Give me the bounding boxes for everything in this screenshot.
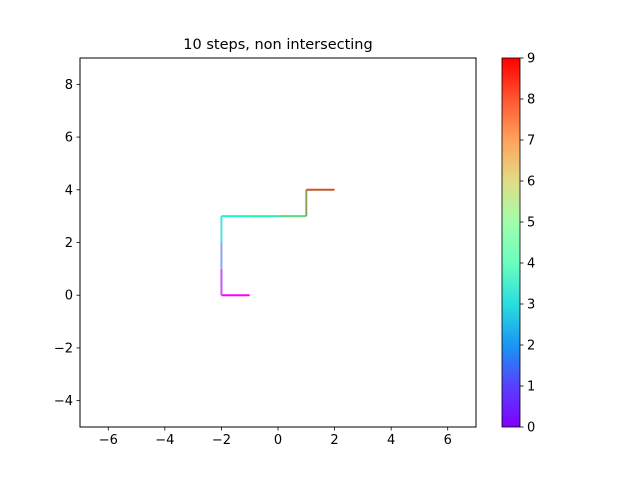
- colorbar-ticks: 0 1 2 3 4 5 6 7 8 9: [520, 52, 535, 436]
- y-tick-label: −2: [54, 341, 73, 356]
- x-tick-label: 4: [387, 433, 395, 448]
- y-tick-label: 0: [65, 289, 73, 304]
- colorbar-tick-label: 6: [527, 175, 535, 190]
- plot-area-frame: [79, 57, 477, 428]
- colorbar-tick-label: 0: [527, 421, 535, 436]
- chart-title: 10 steps, non intersecting: [183, 37, 372, 53]
- colorbar-tick-label: 8: [527, 93, 535, 108]
- y-tick-label: −4: [54, 394, 73, 409]
- colorbar-tick-label: 5: [527, 216, 535, 231]
- colorbar-tick-label: 2: [527, 339, 535, 354]
- colorbar-tick-label: 7: [527, 134, 535, 149]
- colorbar-tick-label: 3: [527, 298, 535, 313]
- x-axis-ticks: −6 −4 −2 0 2 4 6: [99, 427, 452, 448]
- colorbar-tick-label: 9: [527, 52, 535, 67]
- colorbar-tick-label: 1: [527, 380, 535, 395]
- y-tick-label: 8: [65, 78, 73, 93]
- x-tick-label: 2: [330, 433, 338, 448]
- y-tick-label: 6: [65, 131, 73, 146]
- y-tick-label: 4: [65, 183, 73, 198]
- x-tick-label: 0: [274, 433, 282, 448]
- x-tick-label: 6: [444, 433, 452, 448]
- x-tick-label: −2: [212, 433, 231, 448]
- path-segments: [220, 188, 335, 297]
- y-axis-ticks: −4 −2 0 2 4 6 8: [54, 78, 80, 409]
- colorbar-tick-label: 4: [527, 257, 535, 272]
- x-tick-label: −6: [99, 433, 118, 448]
- x-tick-label: −4: [155, 433, 174, 448]
- colorbar: [501, 57, 521, 428]
- y-tick-label: 2: [65, 236, 73, 251]
